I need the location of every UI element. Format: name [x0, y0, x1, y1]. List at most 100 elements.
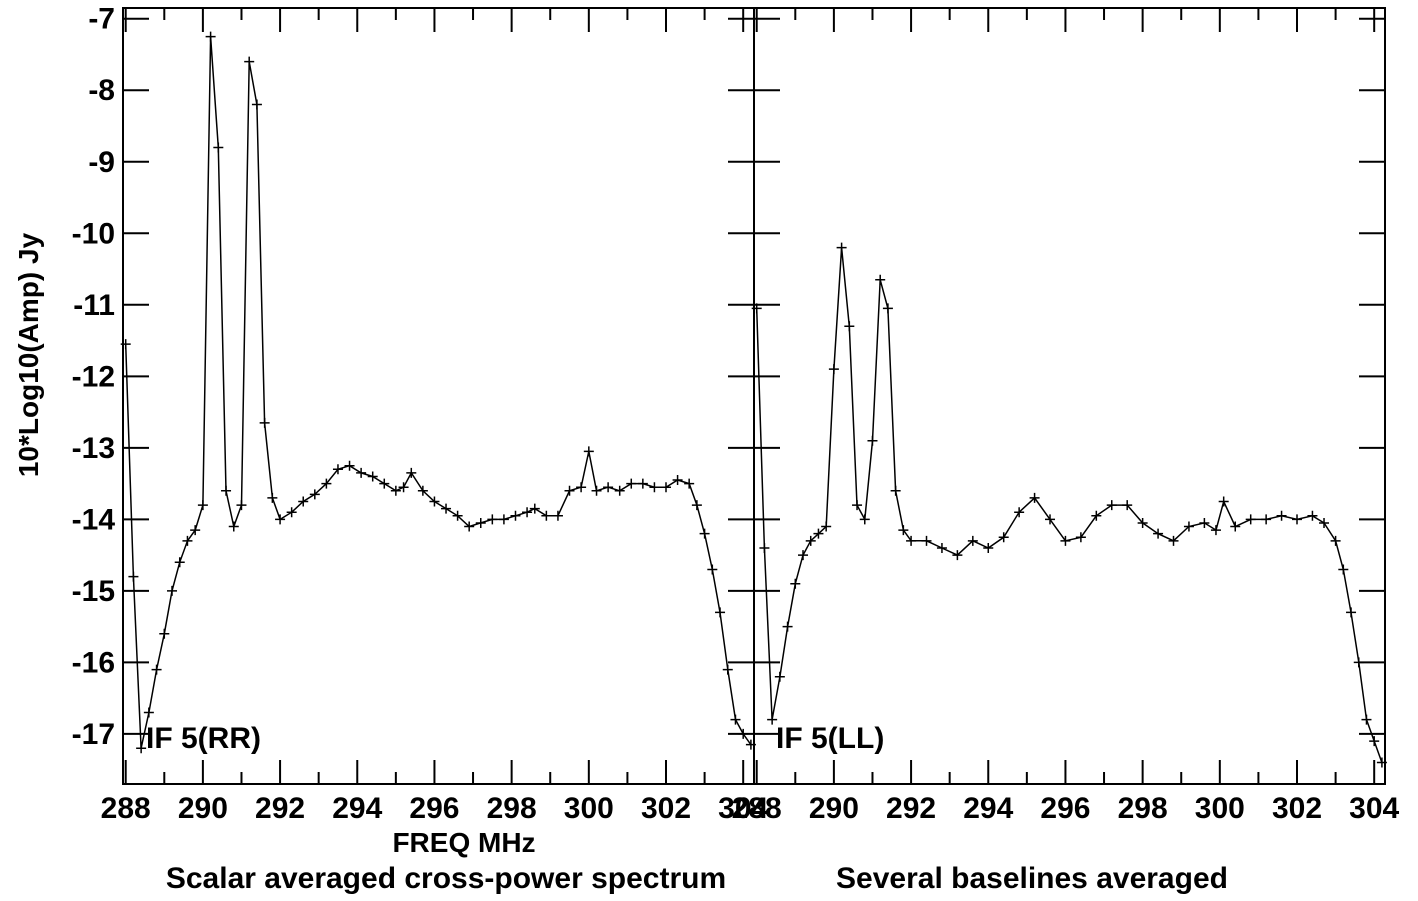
- data-point-1-32: [1091, 510, 1102, 521]
- data-point-0-12: [213, 142, 224, 153]
- caption-right: Several baselines averaged: [836, 862, 1228, 895]
- data-point-0-2: [136, 743, 147, 754]
- x-tick-label: 298: [1118, 792, 1168, 825]
- label-group: 10*Log10(Amp) Jy FREQ MHz Scalar average…: [13, 3, 1400, 895]
- data-point-0-4: [151, 664, 162, 675]
- panel-label-left: IF 5(RR): [146, 722, 261, 755]
- y-tick-label: -14: [72, 503, 116, 536]
- data-point-0-31: [398, 482, 409, 493]
- y-tick-label: -12: [72, 360, 115, 393]
- data-point-1-29: [1045, 514, 1056, 525]
- x-tick-label: 300: [1195, 792, 1245, 825]
- x-tick-label: 296: [1040, 792, 1090, 825]
- data-point-1-55: [1376, 757, 1387, 768]
- data-point-0-14: [228, 521, 239, 532]
- data-point-1-13: [852, 500, 863, 511]
- data-point-0-24: [321, 478, 332, 489]
- data-point-1-9: [821, 521, 832, 532]
- data-point-1-18: [890, 485, 901, 496]
- data-point-1-50: [1338, 564, 1349, 575]
- x-tick-label: 302: [641, 792, 691, 825]
- data-point-0-6: [167, 585, 178, 596]
- data-point-0-11: [205, 31, 216, 42]
- data-point-0-28: [367, 471, 378, 482]
- y-tick-label: -13: [72, 432, 115, 465]
- series-line-0: [124, 36, 752, 749]
- data-point-1-5: [790, 578, 801, 589]
- data-point-1-16: [875, 274, 886, 285]
- y-tick-label: -11: [73, 289, 115, 322]
- data-point-0-43: [529, 503, 540, 514]
- data-point-0-44: [541, 510, 552, 521]
- data-point-0-26: [344, 460, 355, 471]
- data-point-1-45: [1276, 510, 1287, 521]
- plot-frames: [122, 7, 1386, 785]
- data-point-1-51: [1346, 607, 1357, 618]
- data-point-0-58: [691, 500, 702, 511]
- data-point-0-16: [244, 56, 255, 67]
- data-point-0-46: [564, 485, 575, 496]
- series-line-1: [755, 247, 1383, 763]
- data-point-1-47: [1307, 510, 1318, 521]
- data-point-1-53: [1361, 714, 1372, 725]
- data-point-1-21: [921, 535, 932, 546]
- data-point-0-29: [379, 478, 390, 489]
- x-tick-label: 298: [487, 792, 537, 825]
- data-point-1-7: [805, 535, 816, 546]
- data-point-0-21: [286, 507, 297, 518]
- data-point-1-52: [1353, 657, 1364, 668]
- data-point-0-41: [510, 510, 521, 521]
- data-point-0-10: [197, 500, 208, 511]
- data-point-0-5: [159, 628, 170, 639]
- data-point-0-53: [637, 478, 648, 489]
- data-point-0-62: [722, 664, 733, 675]
- data-point-1-35: [1137, 517, 1148, 528]
- data-point-0-36: [452, 510, 463, 521]
- data-point-0-35: [441, 503, 452, 514]
- data-point-0-63: [730, 714, 741, 725]
- y-tick-label: -16: [72, 646, 115, 679]
- data-point-1-20: [906, 535, 917, 546]
- data-point-1-4: [782, 621, 793, 632]
- x-tick-label: 302: [1272, 792, 1322, 825]
- x-tick-label: 304: [1349, 792, 1399, 825]
- data-point-0-3: [143, 707, 154, 718]
- data-point-1-48: [1319, 517, 1330, 528]
- data-point-0-7: [174, 557, 185, 568]
- data-point-1-27: [1014, 507, 1025, 518]
- data-point-1-39: [1199, 517, 1210, 528]
- data-point-0-49: [591, 485, 602, 496]
- data-point-0-15: [236, 500, 247, 511]
- data-point-1-19: [898, 525, 909, 536]
- data-point-1-43: [1245, 514, 1256, 525]
- series-group: [120, 31, 1387, 768]
- data-point-0-48: [583, 446, 594, 457]
- caption-left: Scalar averaged cross-power spectrum: [166, 862, 726, 895]
- y-tick-label: -7: [88, 3, 115, 36]
- x-tick-label: 288: [101, 792, 151, 825]
- x-axis-label: FREQ MHz: [392, 827, 535, 858]
- x-tick-label: 288: [732, 792, 782, 825]
- data-point-1-10: [828, 364, 839, 375]
- data-point-0-20: [275, 514, 286, 525]
- data-point-1-38: [1183, 521, 1194, 532]
- data-point-1-31: [1075, 532, 1086, 543]
- data-point-1-49: [1330, 535, 1341, 546]
- data-point-0-52: [626, 478, 637, 489]
- y-tick-label: -8: [88, 74, 115, 107]
- data-point-0-27: [356, 467, 367, 478]
- x-tick-label: 296: [409, 792, 459, 825]
- y-axis-label: 10*Log10(Amp) Jy: [13, 232, 44, 477]
- data-point-1-44: [1261, 514, 1272, 525]
- y-tick-label: -17: [72, 718, 115, 751]
- data-point-0-34: [429, 496, 440, 507]
- data-point-1-3: [774, 671, 785, 682]
- data-point-1-8: [813, 528, 824, 539]
- plot-frame-1: [753, 7, 1386, 785]
- plot-frame-0: [122, 7, 755, 785]
- data-point-0-22: [298, 496, 309, 507]
- x-tick-label: 290: [178, 792, 228, 825]
- y-tick-label: -15: [72, 575, 115, 608]
- x-tick-label: 300: [564, 792, 614, 825]
- tick-marks: [123, 8, 1385, 784]
